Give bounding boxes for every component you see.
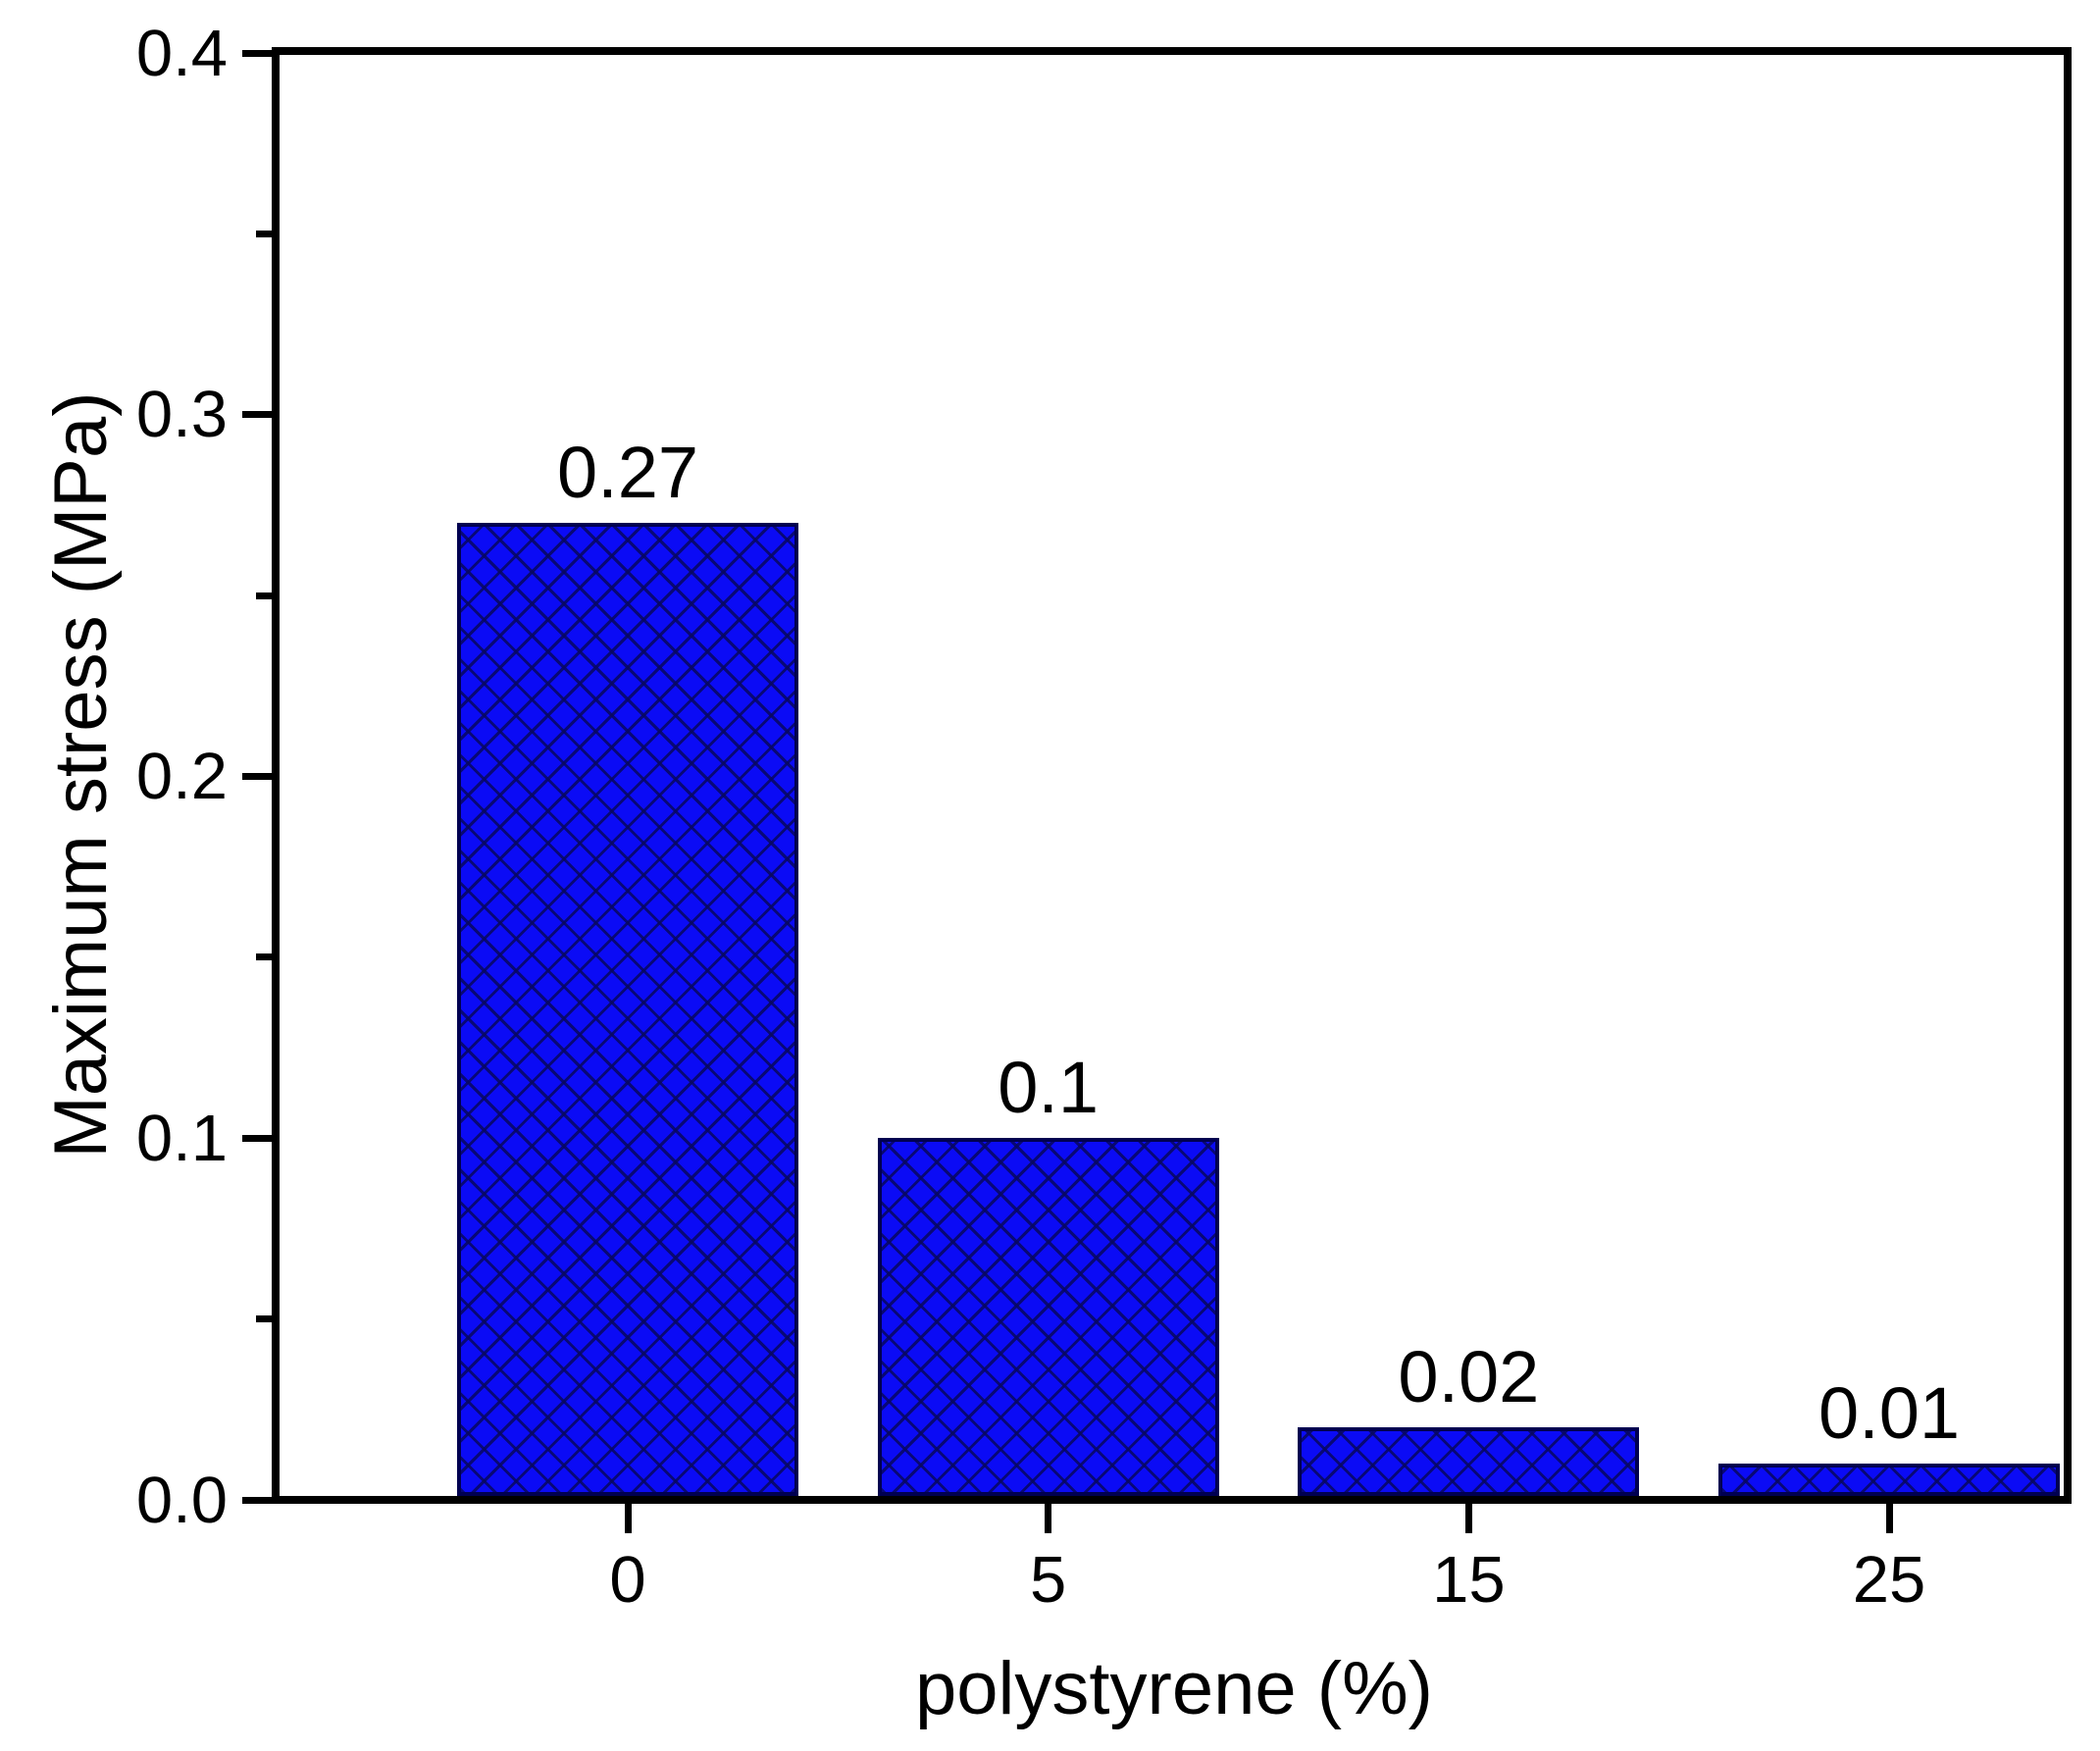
x-tick-label: 5	[1030, 1543, 1067, 1617]
x-tick	[1045, 1504, 1052, 1533]
y-tick-label: 0.4	[135, 16, 228, 90]
bar	[1298, 1427, 1640, 1496]
x-tick-label: 15	[1432, 1543, 1506, 1617]
x-tick	[624, 1504, 632, 1533]
y-tick	[242, 1134, 272, 1142]
bar-value-label: 0.01	[1818, 1372, 1961, 1455]
bar-value-label: 0.1	[998, 1047, 1100, 1129]
bar	[877, 1138, 1219, 1496]
bar-value-label: 0.27	[556, 432, 699, 514]
x-tick	[1885, 1504, 1893, 1533]
x-tick	[1464, 1504, 1472, 1533]
y-tick-label: 0.0	[135, 1463, 228, 1537]
x-axis-title: polystyrene (%)	[915, 1647, 1433, 1730]
x-tick-label: 25	[1852, 1543, 1926, 1617]
x-tick-label: 0	[609, 1543, 646, 1617]
y-minor-tick	[256, 230, 272, 237]
y-tick-label: 0.3	[135, 378, 228, 452]
y-minor-tick	[256, 592, 272, 599]
y-tick-label: 0.1	[135, 1101, 228, 1175]
y-tick	[242, 773, 272, 780]
y-tick-label: 0.2	[135, 740, 228, 813]
y-tick	[242, 411, 272, 419]
bar	[457, 523, 798, 1496]
plot-area: 0.0 0.1 0.2 0.3 0.4 0.27 0 0.1 5 0.02 15 0.01 25	[136, 21, 2072, 1613]
bar	[1718, 1464, 2060, 1496]
y-tick	[242, 1496, 272, 1504]
y-minor-tick	[256, 1315, 272, 1323]
y-tick	[242, 49, 272, 57]
bar-value-label: 0.02	[1398, 1336, 1540, 1418]
y-minor-tick	[256, 953, 272, 961]
